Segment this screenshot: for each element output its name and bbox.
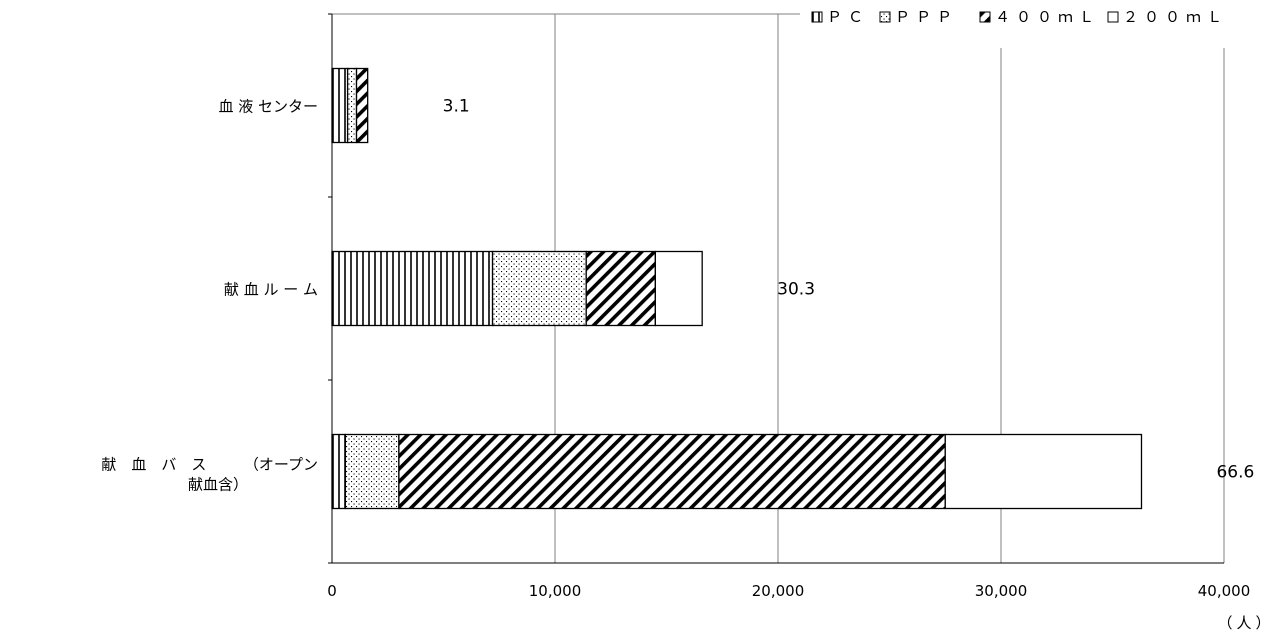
legend-swatch [979,11,991,23]
category-label: 献 血 ル ー ム [224,281,318,299]
legend-swatch [1107,11,1119,23]
bar-segment-400ml [398,433,946,510]
legend-label: ２００ｍＬ [1123,8,1228,26]
x-tick-label: 40,000 [1198,582,1251,600]
x-tick-label: 20,000 [752,582,805,600]
bar-segment-pc [331,433,347,510]
bars [331,67,1143,510]
bar-segment-ppp [346,67,358,144]
data-label: 66.6 [1216,463,1254,483]
bar-segment-ppp [344,433,400,510]
legend: ＰＣ ＰＰＰ ４００ｍＬ ２００ｍＬ [811,8,1228,26]
legend-label: ４００ｍＬ [995,8,1100,26]
data-label: 30.3 [777,280,815,300]
legend-swatch [879,11,891,23]
bar-segment-400ml [585,250,656,327]
category-label: 血 液 センター [218,98,318,116]
data-label: 3.1 [443,97,470,117]
x-tick-label: 0 [327,582,337,600]
legend-swatch [811,11,823,23]
bar-segment-400ml [355,67,369,144]
x-unit-label: （人） [1217,614,1268,632]
bar-segment-200ml [944,433,1143,510]
bar-segment-pc [331,250,494,327]
legend-label: ＰＣ [827,8,869,26]
x-tick-label: 30,000 [975,582,1028,600]
category-label: 献血含） [188,476,248,494]
category-label: 献 血 バ ス （オープン [101,456,318,474]
x-tick-label: 10,000 [529,582,582,600]
bar-segment-pc [331,67,349,144]
bar-segment-200ml [654,250,703,327]
legend-label: ＰＰＰ [895,8,958,26]
labels: 3.1 血 液 センター 30.3 献 血 ル ー ム 66.6 献 血 バ ス （オープ… [101,97,1254,494]
bar-segment-ppp [491,250,587,327]
